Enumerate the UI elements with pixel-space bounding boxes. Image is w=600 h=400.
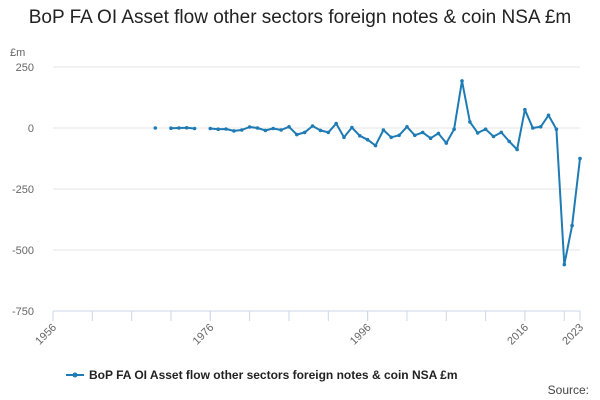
x-axis: 1956 1976 1996 2016 2023: [33, 310, 586, 348]
data-point-2012[interactable]: [491, 134, 496, 139]
y-axis-unit-label: £m: [10, 47, 25, 59]
y-tick-label-1: 0: [28, 123, 34, 135]
data-point-2013[interactable]: [499, 130, 504, 135]
data-point-1987[interactable]: [295, 132, 299, 137]
chart-title: BoP FA OI Asset flow other sectors forei…: [28, 7, 572, 28]
data-point-2000[interactable]: [397, 133, 401, 138]
data-point-2008[interactable]: [460, 79, 464, 83]
data-point-1979[interactable]: [232, 129, 236, 133]
y-tick-label-4: -750: [12, 306, 34, 318]
data-point-2003[interactable]: [420, 130, 425, 135]
x-tick-label-1: 1976: [191, 322, 217, 348]
data-point-1995[interactable]: [358, 134, 362, 138]
data-point-2014[interactable]: [507, 139, 512, 144]
x-tick-label-4: 2023: [560, 322, 586, 348]
data-point-2002[interactable]: [413, 133, 417, 138]
legend-swatch-marker: [72, 372, 78, 378]
data-point-1982[interactable]: [255, 126, 260, 130]
y-axis-ticks: 250 0 -250 -500 -750: [12, 62, 34, 318]
data-point-1984[interactable]: [271, 126, 276, 131]
data-point-1999[interactable]: [389, 135, 394, 140]
data-point-1991[interactable]: [326, 130, 331, 135]
data-point-1974[interactable]: [192, 126, 197, 131]
data-point-2018[interactable]: [538, 125, 543, 129]
data-point-1985[interactable]: [279, 128, 283, 132]
data-point-2017[interactable]: [531, 126, 535, 130]
data-point-2022[interactable]: [570, 223, 574, 228]
data-point-2015[interactable]: [515, 147, 519, 152]
data-point-2023[interactable]: [578, 156, 582, 161]
data-point-1976[interactable]: [208, 126, 213, 131]
y-tick-label-0: 250: [16, 62, 34, 74]
data-point-2009[interactable]: [468, 120, 472, 124]
data-point-1994[interactable]: [350, 125, 354, 130]
data-point-1986[interactable]: [287, 125, 291, 129]
data-point-1989[interactable]: [310, 124, 315, 128]
data-point-2007[interactable]: [452, 127, 456, 131]
data-point-2020[interactable]: [554, 127, 559, 131]
legend-label: BoP FA OI Asset flow other sectors forei…: [89, 368, 458, 382]
data-point-2010[interactable]: [475, 131, 480, 135]
x-tick-label-0: 1956: [33, 322, 59, 348]
data-point-1981[interactable]: [247, 125, 252, 129]
data-point-2016[interactable]: [523, 107, 527, 112]
data-point-1993[interactable]: [342, 135, 346, 140]
data-series: [153, 79, 582, 267]
data-point-1992[interactable]: [334, 121, 339, 126]
data-point-2021[interactable]: [562, 262, 567, 267]
data-point-1996[interactable]: [365, 137, 370, 142]
data-point-1998[interactable]: [381, 128, 386, 132]
data-point-2006[interactable]: [444, 141, 449, 145]
data-point-2004[interactable]: [428, 136, 433, 140]
data-point-2019[interactable]: [546, 113, 551, 118]
data-point-1980[interactable]: [240, 128, 244, 132]
data-point-1988[interactable]: [302, 130, 307, 135]
data-point-1990[interactable]: [318, 128, 323, 133]
x-tick-label-2: 1996: [348, 322, 374, 348]
data-point-1997[interactable]: [373, 143, 378, 148]
data-point-2005[interactable]: [436, 131, 441, 136]
grid-lines: [53, 66, 580, 251]
data-point-1971[interactable]: [169, 126, 173, 130]
data-point-1977[interactable]: [216, 127, 220, 131]
data-point-1973[interactable]: [184, 126, 189, 130]
data-point-2011[interactable]: [483, 127, 488, 131]
data-point-1972[interactable]: [177, 126, 181, 130]
y-tick-label-2: -250: [12, 184, 34, 196]
x-tick-label-3: 2016: [505, 322, 531, 348]
data-point-1969[interactable]: [153, 126, 158, 130]
series-line-segment-1: [170, 126, 195, 130]
data-point-2001[interactable]: [405, 125, 409, 129]
legend[interactable]: BoP FA OI Asset flow other sectors forei…: [66, 368, 458, 382]
data-point-1983[interactable]: [263, 128, 268, 133]
data-point-1978[interactable]: [224, 127, 228, 131]
y-tick-label-3: -500: [12, 245, 34, 257]
source-label: Source:: [548, 383, 589, 397]
